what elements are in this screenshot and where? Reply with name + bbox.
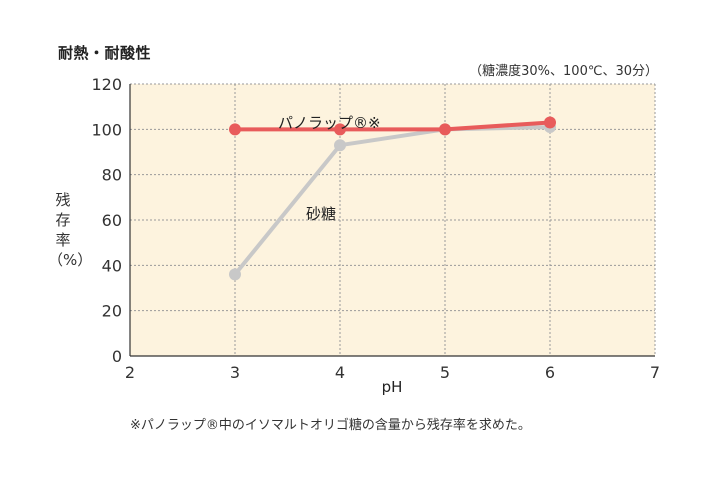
series-line-0 — [233, 120, 552, 132]
tick-labels: 0 20 40 60 80 100 120 2 3 4 5 6 7 — [91, 75, 660, 382]
y-tick-label: 20 — [102, 302, 122, 321]
data-point-0 — [229, 123, 241, 136]
plot-background — [130, 84, 655, 356]
axes — [129, 84, 655, 357]
x-tick-label: 7 — [650, 363, 660, 382]
y-tick-label: 0 — [112, 347, 122, 366]
x-tick-label: 5 — [440, 363, 450, 382]
series-label-sugar: 砂糖 — [306, 205, 336, 223]
data-point-0 — [334, 123, 346, 136]
data-point-1 — [229, 268, 241, 281]
y-tick-label: 120 — [91, 75, 122, 94]
data-point-0 — [439, 123, 451, 136]
y-tick-label: 80 — [102, 166, 122, 185]
series-label-panorap: パノラップ®※ — [278, 114, 381, 132]
y-axis-label-line: 存 — [55, 211, 71, 229]
y-axis-label-line: 残 — [55, 191, 71, 209]
x-tick-label: 2 — [125, 363, 135, 382]
chart-title: 耐熱・耐酸性 — [58, 44, 152, 62]
y-axis-label-line: 率 — [55, 231, 71, 249]
test-condition-note: （糖濃度30%、100℃、30分） — [469, 64, 658, 79]
x-tick-label: 4 — [335, 363, 345, 382]
y-tick-label: 40 — [102, 256, 122, 275]
footnote: ※パノラップ®中のイソマルトオリゴ糖の含量から残存率を求めた。 — [130, 418, 531, 433]
data-point-0 — [544, 116, 556, 129]
x-tick-label: 3 — [230, 363, 240, 382]
y-tick-label: 60 — [102, 211, 122, 230]
x-tick-label: 6 — [545, 363, 555, 382]
y-tick-label: 100 — [91, 120, 122, 139]
series-line-1 — [233, 125, 552, 277]
data-point-1 — [334, 139, 346, 152]
x-axis-label: pH — [382, 378, 403, 396]
series-layer — [229, 116, 556, 281]
